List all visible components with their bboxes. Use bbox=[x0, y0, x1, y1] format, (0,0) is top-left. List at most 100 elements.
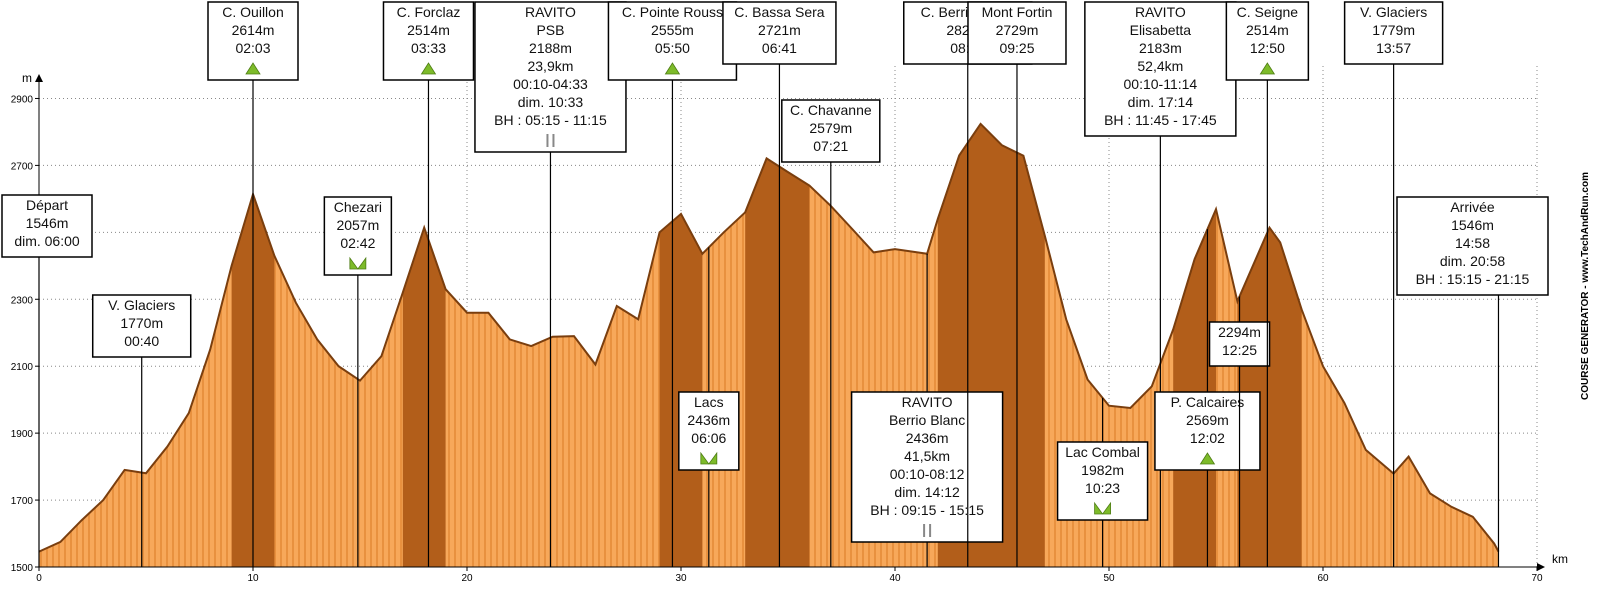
marker-c-chavanne: C. Chavanne 2579m 07:21 bbox=[781, 99, 881, 567]
elevation-profile bbox=[38, 122, 1500, 568]
marker-text: 2569m bbox=[1186, 412, 1229, 428]
marker-text: 41,5km bbox=[904, 448, 950, 464]
x-axis-unit: km bbox=[1552, 552, 1568, 566]
marker-text: 1982m bbox=[1081, 462, 1124, 478]
credit-label: COURSE GENERATOR - www.TechAndRun.com bbox=[1580, 172, 1591, 400]
marker-text: 06:06 bbox=[691, 430, 726, 446]
marker-text: 2721m bbox=[758, 22, 801, 38]
marker-text: 05:50 bbox=[655, 40, 690, 56]
marker-box bbox=[850, 391, 1004, 543]
marker-text: 00:40 bbox=[124, 333, 159, 349]
marker-text: 2579m bbox=[809, 120, 852, 136]
marker-text: 06:41 bbox=[762, 40, 797, 56]
credit-url: www.TechAndRun.com bbox=[1580, 172, 1591, 284]
credit-separator: - bbox=[1580, 283, 1591, 292]
y-tick-label: 1700 bbox=[11, 496, 34, 507]
marker-text: BH : 05:15 - 11:15 bbox=[494, 112, 607, 128]
x-tick-label: 10 bbox=[247, 573, 259, 584]
marker-text: C. Pointe Rouss bbox=[622, 4, 723, 20]
marker-text: 52,4km bbox=[1137, 58, 1183, 74]
marker-lacs: Lacs 2436m 06:06 bbox=[678, 247, 740, 567]
x-tick-label: 60 bbox=[1317, 573, 1329, 584]
x-tick-label: 30 bbox=[675, 573, 687, 584]
profile-outline bbox=[38, 122, 1500, 553]
marker-text: 1770m bbox=[120, 315, 163, 331]
y-axis-unit: m bbox=[22, 71, 32, 85]
marker-box bbox=[967, 1, 1067, 65]
y-tick-label: 2300 bbox=[11, 295, 34, 306]
marker-text: 09:25 bbox=[999, 40, 1034, 56]
x-tick-label: 40 bbox=[889, 573, 901, 584]
marker-text: Départ bbox=[26, 197, 68, 213]
fork-icon bbox=[923, 524, 926, 537]
marker-text: Lacs bbox=[694, 394, 724, 410]
marker-text: 12:02 bbox=[1190, 430, 1225, 446]
marker-text: 2057m bbox=[336, 217, 379, 233]
profile-area-dark bbox=[659, 213, 703, 567]
marker-text: RAVITO bbox=[525, 4, 576, 20]
marker-box bbox=[1, 194, 93, 258]
knife-icon bbox=[929, 524, 932, 537]
marker-text: C. Seigne bbox=[1237, 4, 1299, 20]
marker-text: Chezari bbox=[334, 199, 382, 215]
valley-icon bbox=[349, 256, 367, 270]
marker-text: 12:50 bbox=[1250, 40, 1285, 56]
y-tick-label: 2700 bbox=[11, 161, 34, 172]
marker-text: 1779m bbox=[1372, 22, 1415, 38]
credit: COURSE GENERATOR - www.TechAndRun.com bbox=[1580, 172, 1591, 400]
x-tick-label: 50 bbox=[1103, 573, 1115, 584]
marker-text: 2183m bbox=[1139, 40, 1182, 56]
marker-text: P. Calcaires bbox=[1171, 394, 1245, 410]
marker-c-seigne: C. Seigne 2514m 12:50 bbox=[1225, 1, 1310, 567]
marker-ravito-berrio-blanc: RAVITO Berrio Blanc 2436m 41,5km 00:10-08:12… bbox=[850, 253, 1004, 567]
marker-text: BH : 09:15 - 15:15 bbox=[870, 502, 984, 518]
pass-icon bbox=[1259, 62, 1276, 75]
marker-box bbox=[1056, 441, 1149, 521]
marker-text: 1546m bbox=[26, 215, 69, 231]
x-tick-label: 20 bbox=[461, 573, 473, 584]
profile-area-dark bbox=[402, 227, 446, 567]
pass-icon bbox=[420, 62, 437, 75]
marker-box bbox=[678, 391, 740, 471]
marker-text: 2436m bbox=[906, 430, 949, 446]
marker-text: dim. 17:14 bbox=[1128, 94, 1194, 110]
marker-text: Arrivée bbox=[1450, 199, 1495, 215]
marker-box bbox=[207, 1, 299, 81]
marker-lac-combal: Lac Combal 1982m 10:23 bbox=[1056, 397, 1149, 567]
marker-text: 10:23 bbox=[1085, 480, 1120, 496]
waypoint-markers: Départ 1546m dim. 06:00 V. Glaciers 1770m 00:… bbox=[1, 1, 1549, 567]
marker-text: 07:21 bbox=[813, 138, 848, 154]
marker-text: BH : 15:15 - 21:15 bbox=[1416, 271, 1530, 287]
marker-arriv-e: Arrivée 1546m 14:58 dim. 20:58 BH : 15:15 - … bbox=[1396, 196, 1549, 567]
marker-text: 12:25 bbox=[1222, 342, 1257, 358]
pass-icon bbox=[664, 62, 681, 75]
credit-name: COURSE GENERATOR bbox=[1580, 291, 1591, 400]
marker-text: 2614m bbox=[232, 22, 275, 38]
marker-text: C. Ouillon bbox=[222, 4, 283, 20]
marker-c-ouillon: C. Ouillon 2614m 02:03 bbox=[207, 1, 299, 567]
marker-d-part: Départ 1546m dim. 06:00 bbox=[1, 194, 93, 567]
marker-text: dim. 20:58 bbox=[1440, 253, 1506, 269]
marker-text: V. Glaciers bbox=[1360, 4, 1427, 20]
valley-icon bbox=[700, 451, 718, 465]
marker-c-pointe-rouss: C. Pointe Rouss 2555m 05:50 bbox=[607, 1, 738, 567]
marker-box bbox=[781, 99, 881, 163]
marker-text: 13:57 bbox=[1376, 40, 1411, 56]
marker-ravito-psb: RAVITO PSB 2188m 23,9km 00:10-04:33 dim. 10:3… bbox=[474, 1, 627, 567]
marker-text: 23,9km bbox=[527, 58, 573, 74]
marker-c-bassa-sera: C. Bassa Sera 2721m 06:41 bbox=[722, 1, 837, 567]
marker-text: C. Chavanne bbox=[790, 102, 872, 118]
profile-area-dark bbox=[1173, 209, 1216, 567]
marker-box bbox=[323, 196, 393, 276]
profile-area-dark bbox=[1237, 227, 1302, 567]
marker-text: dim. 06:00 bbox=[14, 233, 80, 249]
marker-text: 03:33 bbox=[411, 40, 446, 56]
marker-text: 2294m bbox=[1218, 324, 1261, 340]
profile-area-dark bbox=[745, 158, 810, 567]
knife-icon bbox=[552, 134, 555, 147]
marker-text: 1546m bbox=[1451, 217, 1494, 233]
marker-text: 00:10-04:33 bbox=[513, 76, 588, 92]
x-axis-arrow bbox=[1537, 563, 1545, 571]
marker-text: V. Glaciers bbox=[108, 297, 175, 313]
